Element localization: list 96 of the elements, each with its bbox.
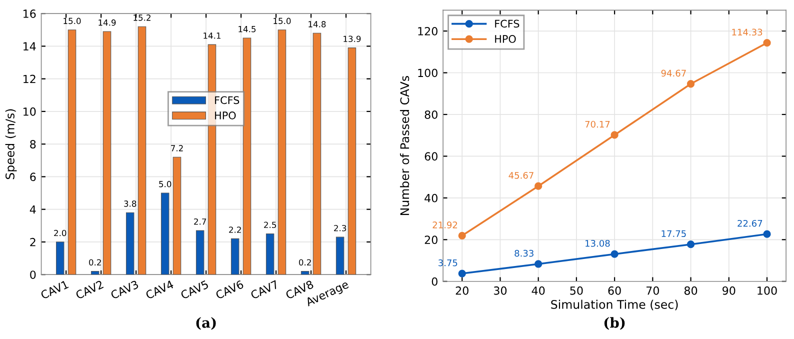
y-axis-title: Number of Passed CAVs — [400, 76, 410, 215]
point — [610, 250, 618, 258]
point — [763, 39, 771, 47]
y-tick-label: 100 — [418, 68, 438, 78]
text: (b) — [604, 317, 625, 330]
data-label: 7.2 — [171, 145, 183, 152]
bar — [126, 212, 134, 275]
data-label: 13.9 — [344, 36, 361, 42]
x-tick-label: 30 — [494, 286, 507, 295]
x-tick-label: 100 — [758, 286, 777, 295]
text: (a) — [196, 317, 216, 330]
x-tick-label: CAV1 — [40, 280, 69, 300]
x-tick-label: 20 — [456, 286, 468, 295]
bar — [300, 271, 310, 275]
data-label: 21.92 — [432, 222, 458, 228]
data-label: 17.75 — [662, 230, 686, 238]
bar — [230, 238, 240, 275]
legend-label: HPO — [215, 111, 236, 120]
point — [458, 232, 466, 240]
x-axis-title: Simulation Time (sec) — [551, 300, 678, 310]
y-tick-label: 0 — [432, 277, 438, 286]
x-tick-label: 60 — [608, 286, 621, 295]
data-label: 15.0 — [64, 18, 81, 24]
data-label: 2.0 — [54, 230, 66, 236]
y-tick-label: 2 — [30, 238, 36, 246]
bar — [172, 156, 182, 275]
bar — [56, 242, 64, 275]
point — [534, 182, 542, 190]
y-tick-label: 6 — [30, 172, 36, 182]
x-tick-label: CAV4 — [145, 280, 174, 300]
bar — [138, 26, 146, 275]
x-tick-label: CAV7 — [250, 280, 279, 300]
x-tick-label: 40 — [532, 286, 545, 295]
data-label: 2.3 — [334, 224, 346, 232]
data-label: 0.2 — [89, 259, 101, 266]
legend-label: FCFS — [215, 96, 240, 104]
point — [686, 240, 695, 248]
bar — [102, 31, 112, 275]
data-label: 70.17 — [585, 120, 610, 128]
bar — [160, 192, 170, 275]
bar — [336, 236, 344, 275]
x-tick-label: 70 — [646, 286, 659, 295]
data-label: 14.5 — [238, 26, 256, 32]
data-label: 94.67 — [661, 70, 686, 77]
bar — [90, 271, 100, 275]
y-tick-label: 40 — [424, 194, 438, 202]
y-tick-label: 8 — [30, 140, 36, 148]
y-tick-label: 120 — [418, 27, 438, 36]
legend-label: HPO — [495, 35, 516, 43]
data-label: 45.67 — [508, 172, 534, 179]
data-label: 14.8 — [308, 21, 326, 28]
y-tick-label: 80 — [424, 110, 438, 119]
bar — [196, 230, 204, 275]
bar — [242, 38, 252, 275]
y-tick-label: 0 — [30, 270, 36, 279]
data-label: 0.2 — [299, 259, 311, 266]
y-tick-label: 20 — [424, 236, 438, 244]
x-tick-label: CAV2 — [75, 280, 104, 300]
bar — [312, 32, 322, 275]
bar — [266, 234, 274, 275]
y-tick-label: 12 — [24, 74, 36, 84]
data-label: 14.1 — [204, 32, 220, 39]
data-label: 8.33 — [514, 250, 534, 257]
y-axis-title: Speed (m/s) — [5, 109, 17, 180]
data-label: 3.8 — [124, 200, 136, 207]
point — [534, 260, 542, 268]
data-label: 15.2 — [134, 14, 150, 21]
x-tick-label: 80 — [684, 286, 698, 295]
point — [686, 80, 695, 88]
data-label: 2.2 — [229, 226, 241, 233]
y-tick-label: 10 — [24, 107, 36, 116]
x-tick-label: CAV5 — [180, 280, 209, 300]
bar — [348, 48, 356, 275]
data-label: 5.0 — [159, 180, 172, 188]
x-tick-label: CAV6 — [215, 280, 244, 300]
point — [763, 230, 771, 238]
data-label: 2.7 — [194, 218, 206, 225]
data-label: 14.9 — [98, 19, 116, 26]
data-label: 22.67 — [738, 220, 762, 227]
bar — [278, 30, 286, 275]
y-tick-label: 16 — [24, 10, 36, 18]
point — [458, 270, 466, 278]
data-label: 13.08 — [586, 240, 610, 247]
data-label: 15.0 — [274, 18, 291, 24]
legend-label: FCFS — [495, 20, 520, 28]
data-label: 3.75 — [438, 259, 458, 266]
y-tick-label: 60 — [424, 152, 438, 161]
x-tick-label: CAV3 — [110, 280, 139, 300]
x-tick-label: 90 — [722, 286, 736, 295]
bar — [68, 30, 76, 275]
data-label: 114.33 — [732, 28, 762, 36]
point — [610, 131, 618, 139]
y-tick-label: 14 — [24, 42, 36, 50]
x-tick-label: 50 — [570, 286, 583, 295]
y-tick-label: 4 — [30, 205, 36, 214]
data-label: 2.5 — [264, 222, 276, 228]
